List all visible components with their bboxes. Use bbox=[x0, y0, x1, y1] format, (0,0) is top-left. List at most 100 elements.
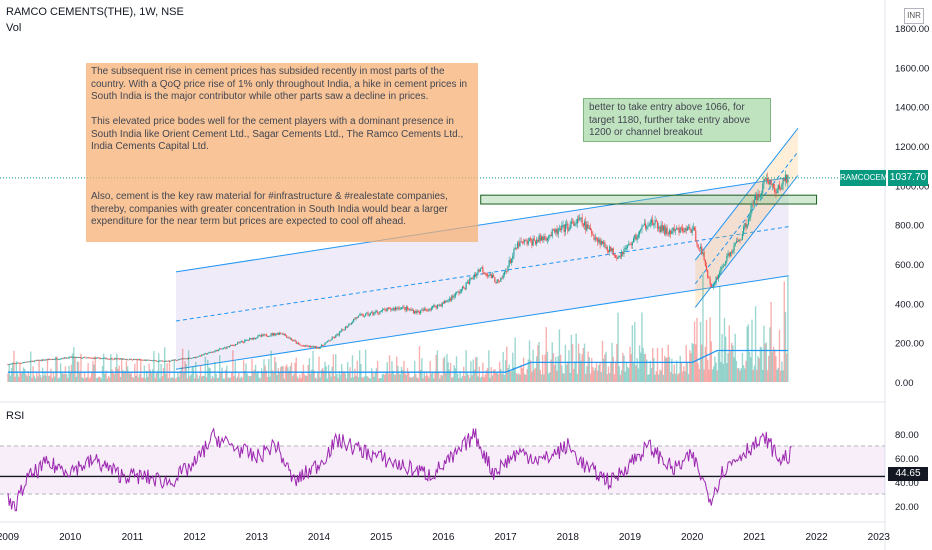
candle-body bbox=[393, 308, 395, 310]
analysis-note[interactable]: The subsequent rise in cement prices has… bbox=[86, 63, 478, 242]
volume-bar bbox=[411, 377, 413, 382]
candle-body bbox=[55, 358, 57, 360]
candle-body bbox=[176, 360, 178, 361]
symbol-title[interactable]: RAMCO CEMENTS(THE), 1W, NSE bbox=[6, 6, 184, 18]
candle-body bbox=[644, 223, 647, 229]
volume-bar bbox=[260, 368, 263, 382]
candle-body bbox=[316, 346, 318, 349]
volume-bar bbox=[363, 376, 366, 382]
candle-body bbox=[412, 310, 415, 313]
volume-bar bbox=[495, 372, 497, 382]
candle-body bbox=[783, 178, 785, 181]
volume-bar bbox=[361, 376, 363, 382]
candle-body bbox=[155, 360, 157, 362]
time-tick-label: 2014 bbox=[308, 532, 331, 543]
candle-body bbox=[353, 318, 355, 322]
candle-body bbox=[565, 223, 568, 225]
candle-body bbox=[782, 178, 784, 185]
rsi-label[interactable]: RSI bbox=[6, 410, 25, 422]
volume-bar bbox=[94, 356, 97, 382]
candle-body bbox=[82, 357, 84, 359]
volume-bar bbox=[122, 369, 124, 382]
volume-bar bbox=[321, 367, 324, 382]
candle-body bbox=[32, 360, 34, 362]
entry-note[interactable]: better to take entry above 1066, for tar… bbox=[583, 98, 771, 142]
volume-bar bbox=[305, 375, 307, 382]
candle-body bbox=[581, 217, 583, 224]
volume-bar bbox=[263, 359, 265, 382]
candle-body bbox=[524, 239, 526, 243]
candle-body bbox=[12, 363, 14, 365]
candle-body bbox=[775, 191, 777, 194]
volume-bar bbox=[779, 370, 782, 382]
candle-body bbox=[302, 345, 305, 347]
volume-bar bbox=[262, 371, 264, 382]
volume-bar bbox=[150, 373, 153, 382]
volume-bar bbox=[734, 333, 736, 382]
candle-body bbox=[665, 227, 667, 235]
volume-bar bbox=[384, 374, 386, 382]
volume-bar bbox=[636, 358, 638, 382]
volume-bar bbox=[745, 360, 747, 382]
volume-bar bbox=[697, 363, 699, 382]
volume-bar bbox=[506, 346, 508, 382]
rsi-layer bbox=[0, 427, 885, 512]
candle-body bbox=[487, 274, 489, 277]
volume-bar bbox=[502, 352, 504, 382]
candle-body bbox=[404, 307, 406, 311]
volume-bar bbox=[783, 281, 785, 382]
volume-bar bbox=[252, 371, 254, 382]
candle-body bbox=[757, 193, 759, 201]
volume-bar bbox=[173, 359, 175, 382]
candle-body bbox=[648, 224, 650, 227]
candle-body bbox=[13, 363, 15, 365]
volume-label[interactable]: Vol bbox=[6, 22, 22, 34]
volume-bar bbox=[403, 360, 405, 382]
candle-body bbox=[776, 189, 778, 194]
volume-bar bbox=[619, 374, 622, 382]
candle-body bbox=[123, 358, 125, 360]
volume-bar bbox=[392, 370, 394, 382]
candle-body bbox=[670, 230, 672, 234]
volume-bar bbox=[349, 367, 351, 382]
volume-bar bbox=[25, 374, 27, 382]
candle-body bbox=[219, 348, 221, 350]
candle-body bbox=[257, 335, 259, 338]
volume-bar bbox=[488, 350, 490, 382]
candle-body bbox=[263, 334, 265, 336]
candle-body bbox=[204, 353, 206, 355]
volume-bar bbox=[138, 374, 141, 382]
candle-body bbox=[623, 249, 625, 255]
candle-body bbox=[271, 333, 273, 336]
candle-body bbox=[28, 361, 31, 363]
volume-bar bbox=[600, 372, 602, 382]
volume-bar bbox=[669, 372, 672, 382]
candle-body bbox=[354, 318, 356, 320]
candle-body bbox=[786, 174, 788, 183]
volume-bar bbox=[40, 377, 43, 382]
volume-bar bbox=[111, 369, 113, 382]
volume-bar bbox=[418, 346, 421, 382]
volume-bar bbox=[269, 376, 271, 382]
volume-bar bbox=[153, 351, 155, 382]
candle-body bbox=[653, 223, 655, 226]
volume-bar bbox=[368, 378, 370, 382]
candle-body bbox=[415, 311, 417, 313]
candle-body bbox=[18, 362, 20, 364]
candle-body bbox=[611, 248, 613, 252]
candle-body bbox=[784, 174, 787, 181]
price-tick-label: 0.00 bbox=[895, 378, 914, 389]
volume-bar bbox=[36, 372, 38, 382]
volume-bar bbox=[341, 364, 343, 382]
volume-bar bbox=[191, 367, 193, 382]
volume-bar bbox=[406, 368, 409, 382]
volume-bar bbox=[677, 374, 679, 382]
candle-body bbox=[727, 253, 729, 256]
volume-bar bbox=[430, 373, 433, 382]
candle-body bbox=[22, 362, 25, 364]
time-tick-label: 2022 bbox=[805, 532, 828, 543]
volume-bar bbox=[612, 356, 614, 382]
volume-bar bbox=[258, 377, 260, 382]
candle-body bbox=[560, 228, 562, 231]
